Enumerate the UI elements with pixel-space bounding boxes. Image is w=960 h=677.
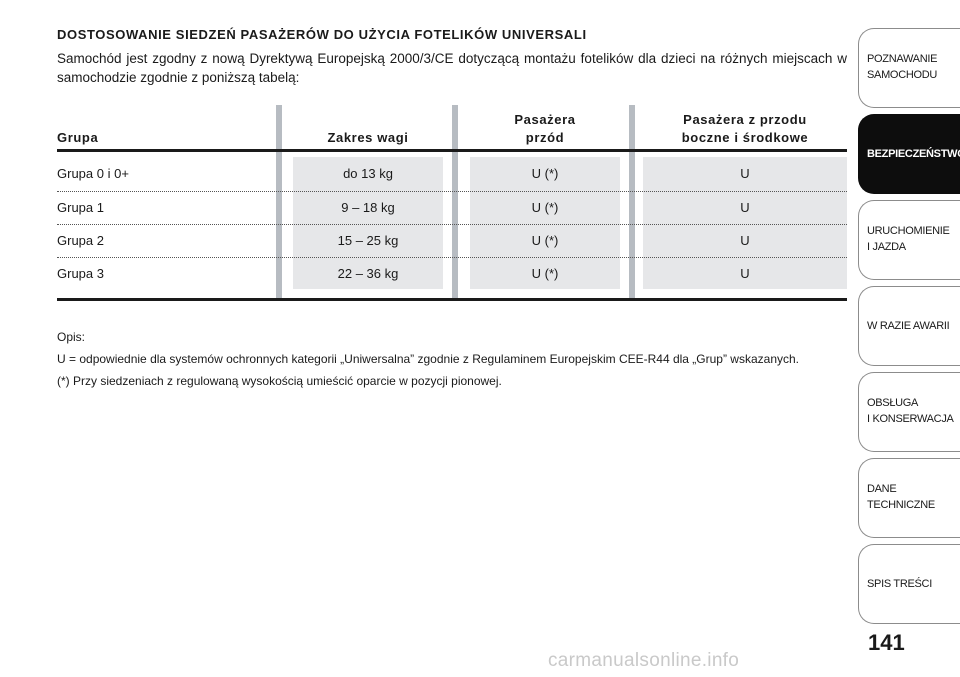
tab-label-line2: SAMOCHODU <box>867 69 938 81</box>
rear-column-shade <box>643 157 847 289</box>
header-group: Grupa <box>57 130 99 145</box>
intro-paragraph: Samochód jest zgodny z nową Dyrektywą Eu… <box>57 51 847 85</box>
tab-label-line1: BEZPIECZEŃSTWO <box>867 148 960 160</box>
weight-column-shade <box>293 157 443 289</box>
cell-weight: do 13 kg <box>343 166 393 181</box>
header-front-line1: Pasażera <box>514 112 576 127</box>
cell-front: U (*) <box>531 233 559 248</box>
notes-line-2: (*) Przy siedzeniach z regulowaną wysoko… <box>57 374 502 388</box>
column-separator <box>276 105 282 301</box>
tab-label-line1: URUCHOMIENIE <box>867 225 950 237</box>
tab-label-line1: DANE <box>867 483 897 495</box>
row-divider <box>57 257 847 258</box>
tab-label-line1: POZNAWANIE <box>867 53 938 65</box>
header-rear-line2: boczne i środkowe <box>681 130 809 145</box>
column-separator <box>629 105 635 301</box>
tab-label-line1: OBSŁUGA <box>867 397 919 409</box>
notes-heading: Opis: <box>57 330 86 344</box>
cell-group: Grupa 0 i 0+ <box>57 166 129 181</box>
tab-label-line1: SPIS TREŚCI <box>867 578 932 590</box>
cell-weight: 15 – 25 kg <box>337 233 399 248</box>
section-title: DOSTOSOWANIE SIEDZEŃ PASAŻERÓW DO UŻYCIA… <box>57 27 587 42</box>
cell-group: Grupa 3 <box>57 266 104 281</box>
header-rule <box>57 149 847 152</box>
cell-front: U (*) <box>531 200 559 215</box>
cell-group: Grupa 2 <box>57 233 104 248</box>
table-row: Grupa 1 9 – 18 kg U (*) U <box>57 191 847 225</box>
cell-group: Grupa 1 <box>57 200 104 215</box>
tab-obsluga-i-konserwacja[interactable]: OBSŁUGA I KONSERWACJA <box>858 372 960 452</box>
header-front-line2: przód <box>525 130 565 145</box>
tab-label-line2: TECHNICZNE <box>867 499 935 511</box>
cell-weight: 9 – 18 kg <box>341 200 395 215</box>
tab-w-razie-awarii[interactable]: W RAZIE AWARII <box>858 286 960 366</box>
cell-rear: U <box>740 166 750 181</box>
front-column-shade <box>470 157 620 289</box>
notes: Opis: U = odpowiednie dla systemów ochro… <box>57 326 799 392</box>
tab-bezpieczenstwo[interactable]: BEZPIECZEŃSTWO <box>858 114 960 194</box>
cell-front: U (*) <box>531 166 559 181</box>
tab-poznawanie-samochodu[interactable]: POZNAWANIE SAMOCHODU <box>858 28 960 108</box>
cell-rear: U <box>740 233 750 248</box>
row-divider <box>57 191 847 192</box>
tab-label-line2: I JAZDA <box>867 241 906 253</box>
tab-uruchomienie-i-jazda[interactable]: URUCHOMIENIE I JAZDA <box>858 200 960 280</box>
tab-dane-techniczne[interactable]: DANE TECHNICZNE <box>858 458 960 538</box>
header-weight: Zakres wagi <box>327 130 409 145</box>
table-row: Grupa 0 i 0+ do 13 kg U (*) U <box>57 157 847 191</box>
table-row: Grupa 3 22 – 36 kg U (*) U <box>57 257 847 291</box>
watermark: carmanualsonline.info <box>548 650 740 671</box>
header-rear-line1: Pasażera z przodu <box>683 112 807 127</box>
cell-rear: U <box>740 266 750 281</box>
row-divider <box>57 224 847 225</box>
tab-spis-tresci[interactable]: SPIS TREŚCI <box>858 544 960 624</box>
notes-line-1: U = odpowiednie dla systemów ochronnych … <box>57 352 800 366</box>
column-separator <box>452 105 458 301</box>
cell-rear: U <box>740 200 750 215</box>
cell-front: U (*) <box>531 266 559 281</box>
seat-compatibility-table: Grupa Zakres wagi Pasażera przód Pasażer… <box>57 105 847 301</box>
table-bottom-rule <box>57 298 847 301</box>
cell-weight: 22 – 36 kg <box>337 266 399 281</box>
table-row: Grupa 2 15 – 25 kg U (*) U <box>57 224 847 258</box>
tab-label-line1: W RAZIE AWARII <box>867 320 950 332</box>
page-number: 141 <box>868 630 905 655</box>
tab-label-line2: I KONSERWACJA <box>867 413 954 425</box>
